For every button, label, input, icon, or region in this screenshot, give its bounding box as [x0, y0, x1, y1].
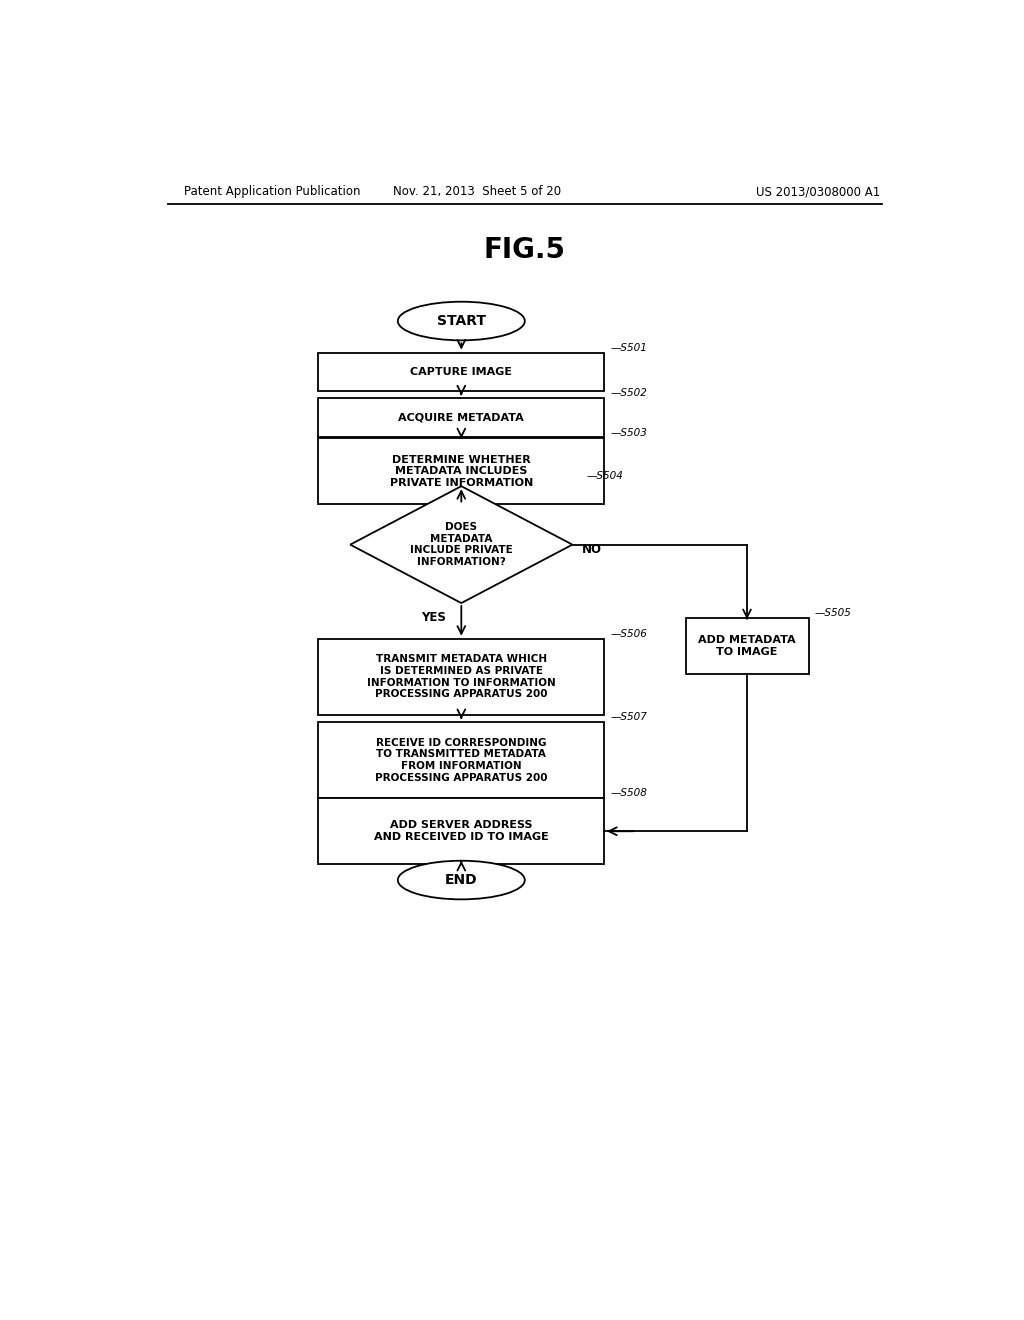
Text: US 2013/0308000 A1: US 2013/0308000 A1	[757, 185, 881, 198]
Text: ADD SERVER ADDRESS
AND RECEIVED ID TO IMAGE: ADD SERVER ADDRESS AND RECEIVED ID TO IM…	[374, 821, 549, 842]
Text: —S507: —S507	[610, 711, 647, 722]
Text: CAPTURE IMAGE: CAPTURE IMAGE	[411, 367, 512, 376]
Text: —S502: —S502	[610, 388, 647, 399]
FancyBboxPatch shape	[318, 352, 604, 391]
FancyBboxPatch shape	[318, 399, 604, 437]
Text: END: END	[445, 873, 477, 887]
Text: —S501: —S501	[610, 342, 647, 352]
Text: —S505: —S505	[815, 609, 852, 618]
Polygon shape	[350, 486, 572, 603]
Text: Nov. 21, 2013  Sheet 5 of 20: Nov. 21, 2013 Sheet 5 of 20	[393, 185, 561, 198]
Text: DETERMINE WHETHER
METADATA INCLUDES
PRIVATE INFORMATION: DETERMINE WHETHER METADATA INCLUDES PRIV…	[390, 455, 532, 488]
Text: —S503: —S503	[610, 429, 647, 438]
Text: —S508: —S508	[610, 788, 647, 799]
Text: DOES
METADATA
INCLUDE PRIVATE
INFORMATION?: DOES METADATA INCLUDE PRIVATE INFORMATIO…	[410, 523, 513, 568]
Text: —S506: —S506	[610, 628, 647, 639]
Text: RECEIVE ID CORRESPONDING
TO TRANSMITTED METADATA
FROM INFORMATION
PROCESSING APP: RECEIVE ID CORRESPONDING TO TRANSMITTED …	[375, 738, 548, 783]
Text: NO: NO	[582, 544, 602, 556]
Text: Patent Application Publication: Patent Application Publication	[183, 185, 360, 198]
Text: ADD METADATA
TO IMAGE: ADD METADATA TO IMAGE	[698, 635, 796, 657]
Text: YES: YES	[421, 611, 446, 624]
Ellipse shape	[397, 302, 525, 341]
Text: —S504: —S504	[587, 471, 624, 480]
FancyBboxPatch shape	[318, 799, 604, 865]
FancyBboxPatch shape	[318, 722, 604, 799]
FancyBboxPatch shape	[318, 639, 604, 715]
FancyBboxPatch shape	[685, 618, 809, 675]
Text: START: START	[437, 314, 485, 329]
Ellipse shape	[397, 861, 525, 899]
Text: ACQUIRE METADATA: ACQUIRE METADATA	[398, 413, 524, 422]
Text: FIG.5: FIG.5	[483, 236, 566, 264]
Text: TRANSMIT METADATA WHICH
IS DETERMINED AS PRIVATE
INFORMATION TO INFORMATION
PROC: TRANSMIT METADATA WHICH IS DETERMINED AS…	[367, 655, 556, 700]
FancyBboxPatch shape	[318, 438, 604, 504]
